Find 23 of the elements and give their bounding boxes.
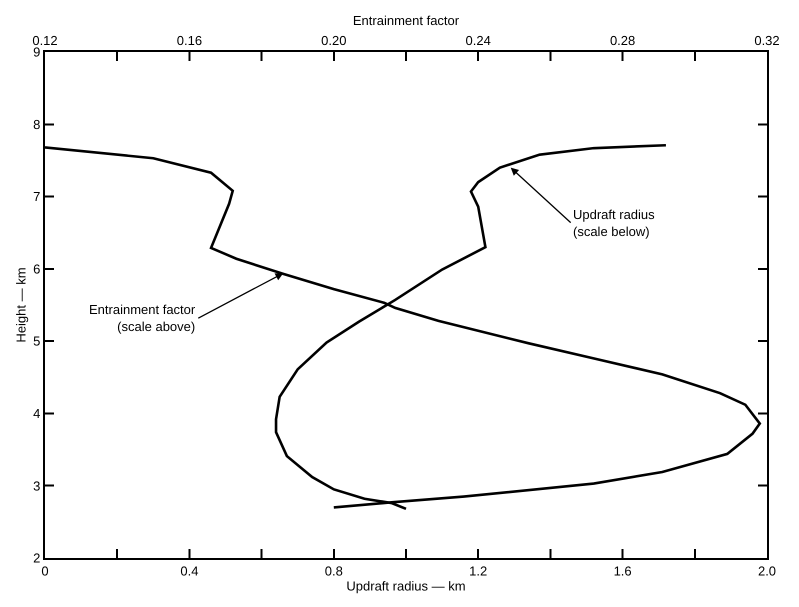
x-axis-title: Updraft radius — km xyxy=(346,578,466,594)
x-tick-label: 0.8 xyxy=(324,564,343,579)
y-axis-title: Height — km xyxy=(14,267,29,343)
y-tick-label: 4 xyxy=(33,406,40,421)
y-tick-label: 5 xyxy=(33,334,40,349)
x-tick-label: 0.4 xyxy=(180,564,198,579)
x2-tick-label: 0.32 xyxy=(754,32,780,48)
x-tick-label: 1.6 xyxy=(614,564,632,579)
y-tick-label: 3 xyxy=(33,478,40,494)
x-tick-label: 0 xyxy=(41,564,49,579)
x2-axis-title: Entrainment factor xyxy=(352,13,460,28)
x2-tick-label: 0.24 xyxy=(466,32,491,48)
y-tick-label: 7 xyxy=(33,189,40,204)
y-tick-label: 2 xyxy=(33,550,40,566)
y-tick-label: 6 xyxy=(33,261,40,276)
y-tick-label: 8 xyxy=(33,116,40,132)
x2-tick-label: 0.20 xyxy=(321,32,346,48)
annotation: Entrainment factor (scale above) xyxy=(89,302,196,334)
x-tick-label: 2.0 xyxy=(758,564,776,579)
annotation: Updraft radius (scale below) xyxy=(573,207,656,239)
x2-tick-label: 0.16 xyxy=(176,32,202,48)
x-tick-label: 1.2 xyxy=(469,564,488,579)
x2-tick-label: 0.28 xyxy=(610,32,636,48)
